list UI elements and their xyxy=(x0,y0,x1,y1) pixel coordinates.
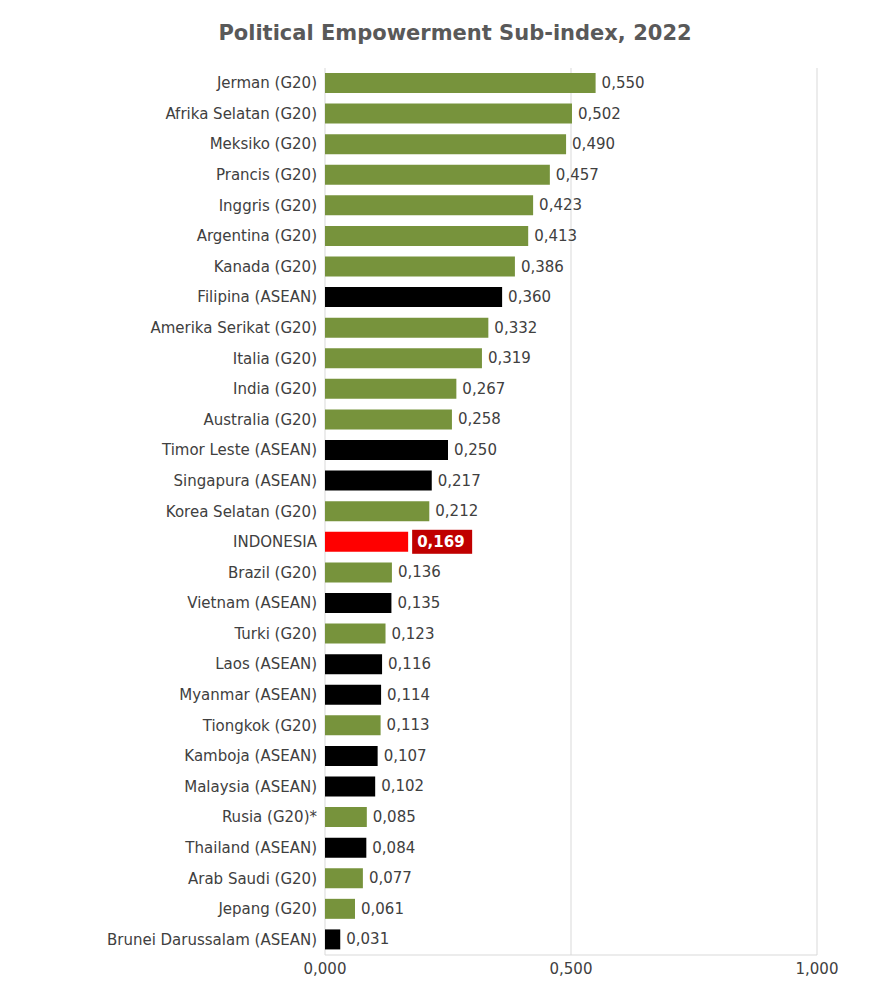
svg-text:0,423: 0,423 xyxy=(539,196,582,214)
svg-text:0,085: 0,085 xyxy=(373,808,416,826)
svg-text:0,319: 0,319 xyxy=(488,349,531,367)
svg-text:0,135: 0,135 xyxy=(397,594,440,612)
svg-text:0,360: 0,360 xyxy=(508,288,551,306)
svg-text:0,114: 0,114 xyxy=(387,686,430,704)
svg-text:0,500: 0,500 xyxy=(550,960,593,978)
svg-text:Australia (G20): Australia (G20) xyxy=(203,411,317,429)
svg-text:0,061: 0,061 xyxy=(361,900,404,918)
svg-text:Kamboja (ASEAN): Kamboja (ASEAN) xyxy=(184,747,317,765)
svg-text:0,267: 0,267 xyxy=(462,380,505,398)
svg-text:Brazil (G20): Brazil (G20) xyxy=(228,564,317,582)
svg-text:Rusia (G20)*: Rusia (G20)* xyxy=(222,808,318,826)
svg-text:Jepang (G20): Jepang (G20) xyxy=(217,900,317,918)
svg-text:India (G20): India (G20) xyxy=(233,380,317,398)
svg-text:0,212: 0,212 xyxy=(435,502,478,520)
svg-text:Myanmar (ASEAN): Myanmar (ASEAN) xyxy=(179,686,317,704)
svg-text:1,000: 1,000 xyxy=(796,960,839,978)
svg-text:Laos (ASEAN): Laos (ASEAN) xyxy=(215,655,317,673)
svg-text:0,457: 0,457 xyxy=(556,166,599,184)
svg-text:Argentina (G20): Argentina (G20) xyxy=(197,227,317,245)
svg-text:Thailand (ASEAN): Thailand (ASEAN) xyxy=(184,839,317,857)
svg-text:0,077: 0,077 xyxy=(369,869,412,887)
svg-text:0,413: 0,413 xyxy=(534,227,577,245)
svg-text:INDONESIA: INDONESIA xyxy=(233,533,318,551)
svg-text:0,031: 0,031 xyxy=(346,930,389,948)
svg-text:0,258: 0,258 xyxy=(458,410,501,428)
svg-text:Filipina (ASEAN): Filipina (ASEAN) xyxy=(197,288,317,306)
svg-text:Italia (G20): Italia (G20) xyxy=(233,350,317,368)
svg-text:Brunei Darussalam (ASEAN): Brunei Darussalam (ASEAN) xyxy=(107,931,317,949)
svg-text:0,490: 0,490 xyxy=(572,135,615,153)
svg-text:Timor Leste (ASEAN): Timor Leste (ASEAN) xyxy=(161,441,317,459)
svg-text:0,502: 0,502 xyxy=(578,105,621,123)
svg-text:Inggris (G20): Inggris (G20) xyxy=(219,197,317,215)
svg-text:Turki (G20): Turki (G20) xyxy=(233,625,317,643)
svg-text:Prancis (G20): Prancis (G20) xyxy=(216,166,317,184)
svg-text:Jerman (G20): Jerman (G20) xyxy=(216,74,317,92)
svg-text:0,332: 0,332 xyxy=(494,319,537,337)
svg-text:0,217: 0,217 xyxy=(438,472,481,490)
svg-text:0,107: 0,107 xyxy=(384,747,427,765)
svg-text:0,102: 0,102 xyxy=(381,777,424,795)
svg-text:Malaysia (ASEAN): Malaysia (ASEAN) xyxy=(184,778,317,796)
svg-text:0,116: 0,116 xyxy=(388,655,431,673)
svg-text:Amerika Serikat (G20): Amerika Serikat (G20) xyxy=(150,319,317,337)
svg-text:0,250: 0,250 xyxy=(454,441,497,459)
svg-text:Afrika Selatan (G20): Afrika Selatan (G20) xyxy=(165,105,317,123)
svg-text:0,000: 0,000 xyxy=(304,960,347,978)
svg-text:Kanada (G20): Kanada (G20) xyxy=(214,258,317,276)
svg-text:0,113: 0,113 xyxy=(387,716,430,734)
svg-text:Singapura (ASEAN): Singapura (ASEAN) xyxy=(173,472,317,490)
html-text:Political Empowerment Sub-inde: Political Empowerment Sub-index, 2022 xyxy=(218,21,692,45)
svg-text:Tiongkok (G20): Tiongkok (G20) xyxy=(202,717,317,735)
svg-text:Meksiko (G20): Meksiko (G20) xyxy=(210,135,317,153)
svg-text:0,169: 0,169 xyxy=(417,533,464,551)
svg-text:0,386: 0,386 xyxy=(521,258,564,276)
svg-text:Arab Saudi (G20): Arab Saudi (G20) xyxy=(188,870,317,888)
svg-text:0,084: 0,084 xyxy=(372,839,415,857)
svg-text:Vietnam (ASEAN): Vietnam (ASEAN) xyxy=(187,594,317,612)
svg-text:0,123: 0,123 xyxy=(392,625,435,643)
svg-text:Korea Selatan (G20): Korea Selatan (G20) xyxy=(166,503,317,521)
svg-text:0,136: 0,136 xyxy=(398,563,441,581)
svg-text:0,550: 0,550 xyxy=(602,74,645,92)
